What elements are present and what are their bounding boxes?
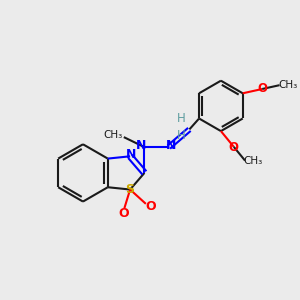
Text: N: N [166,139,176,152]
Text: O: O [146,200,156,213]
Text: N: N [126,148,136,161]
Text: CH₃: CH₃ [278,80,298,90]
Text: CH₃: CH₃ [103,130,123,140]
Text: O: O [118,207,129,220]
Text: H: H [176,112,185,125]
Text: H: H [177,129,186,142]
Text: CH₃: CH₃ [243,156,263,166]
Text: O: O [229,141,239,154]
Text: N: N [136,139,146,152]
Text: O: O [257,82,267,95]
Text: S: S [126,183,135,196]
